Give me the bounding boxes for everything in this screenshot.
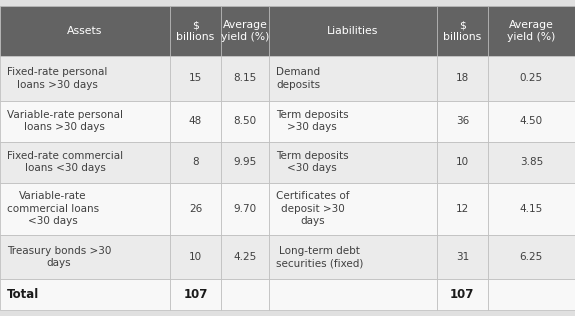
Bar [488,142,575,183]
Text: 4.25: 4.25 [233,252,257,262]
Bar [488,56,575,100]
Text: Assets: Assets [67,26,102,36]
Text: Term deposits
>30 days: Term deposits >30 days [276,110,348,132]
Bar [437,235,488,279]
Bar [0,235,170,279]
Text: Fixed-rate commercial
loans <30 days: Fixed-rate commercial loans <30 days [7,151,123,173]
Text: Treasury bonds >30
days: Treasury bonds >30 days [7,246,112,268]
Text: 8.50: 8.50 [233,116,257,126]
Text: Variable-rate personal
loans >30 days: Variable-rate personal loans >30 days [7,110,123,132]
Text: Liabilities: Liabilities [327,26,379,36]
Bar [437,183,488,235]
Text: $
billions: $ billions [177,20,214,42]
Text: 36: 36 [455,116,469,126]
Text: Variable-rate
commercial loans
<30 days: Variable-rate commercial loans <30 days [7,191,99,226]
Bar [488,279,575,310]
Text: 10: 10 [189,252,202,262]
Text: Average
yield (%): Average yield (%) [507,20,555,42]
Text: 10: 10 [456,157,469,167]
Text: Total: Total [7,288,39,301]
Bar [221,279,269,310]
Text: Demand
deposits: Demand deposits [276,67,320,89]
Text: 4.15: 4.15 [520,204,543,214]
Bar [269,279,437,310]
Bar [269,100,437,142]
Bar [221,142,269,183]
Text: Average
yield (%): Average yield (%) [221,20,270,42]
Bar [269,235,437,279]
Text: 107: 107 [450,288,474,301]
Bar [221,100,269,142]
Text: 8: 8 [192,157,199,167]
Text: 9.95: 9.95 [233,157,257,167]
Bar [437,279,488,310]
Text: 4.50: 4.50 [520,116,543,126]
Text: 0.25: 0.25 [520,73,543,83]
Bar [269,183,437,235]
Text: 15: 15 [189,73,202,83]
Bar [170,183,221,235]
Text: 6.25: 6.25 [520,252,543,262]
Bar [170,235,221,279]
Text: $
billions: $ billions [443,20,481,42]
Bar [0,56,170,100]
Text: 3.85: 3.85 [520,157,543,167]
Bar [170,56,221,100]
Text: 107: 107 [183,288,208,301]
Bar [221,183,269,235]
Bar [488,6,575,56]
Bar [269,142,437,183]
Bar [0,100,170,142]
Bar [221,6,269,56]
Bar [488,183,575,235]
Bar [437,100,488,142]
Bar [488,235,575,279]
Bar [437,56,488,100]
Text: Term deposits
<30 days: Term deposits <30 days [276,151,348,173]
Bar [0,279,170,310]
Bar [170,100,221,142]
Bar [221,56,269,100]
Text: 26: 26 [189,204,202,214]
Text: 8.15: 8.15 [233,73,257,83]
Text: 12: 12 [455,204,469,214]
Text: Certificates of
deposit >30
days: Certificates of deposit >30 days [276,191,350,226]
Text: Fixed-rate personal
loans >30 days: Fixed-rate personal loans >30 days [7,67,108,89]
Bar [0,142,170,183]
Bar [170,279,221,310]
Text: Long-term debt
securities (fixed): Long-term debt securities (fixed) [276,246,363,268]
Bar [269,6,437,56]
Bar [437,142,488,183]
Bar [170,142,221,183]
Text: 48: 48 [189,116,202,126]
Bar [0,183,170,235]
Bar [269,56,437,100]
Bar [437,6,488,56]
Bar [170,6,221,56]
Text: 9.70: 9.70 [233,204,257,214]
Bar [221,235,269,279]
Text: 18: 18 [455,73,469,83]
Text: 31: 31 [455,252,469,262]
Bar [488,100,575,142]
Bar [0,6,170,56]
